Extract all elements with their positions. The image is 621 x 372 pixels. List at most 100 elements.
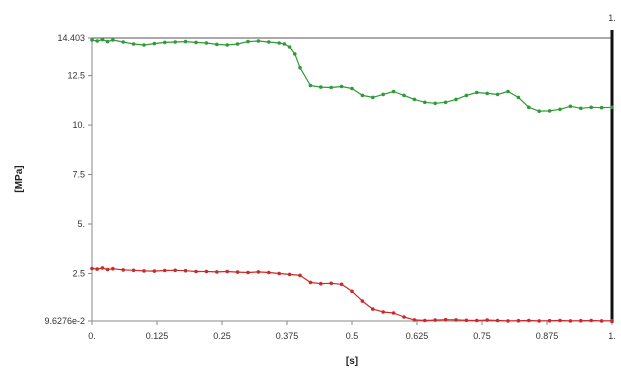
series-2-point (267, 270, 271, 275)
series-1-point (516, 95, 521, 100)
series-2-point (412, 318, 417, 322)
series-1-point (329, 85, 334, 90)
series-1-point (485, 91, 490, 96)
series-2-point (215, 270, 219, 274)
series-1-point (204, 41, 209, 45)
series-1-point (381, 92, 386, 97)
y-tick-label: 14.403 (57, 33, 85, 43)
series-1-point (246, 39, 250, 44)
series-2-point (90, 266, 94, 271)
series-2-point (391, 311, 396, 315)
series-2-point (506, 319, 510, 323)
series-1-point (610, 105, 614, 110)
series-2-point (537, 319, 541, 323)
series-1-point (235, 42, 240, 46)
y-tick-label: 10. (72, 120, 85, 130)
series-2-point (163, 268, 167, 273)
series-2-point (558, 318, 562, 323)
series-2-point (319, 281, 323, 286)
series-2-point (204, 269, 209, 274)
series-2-point (402, 315, 406, 319)
series-2-point (495, 318, 500, 323)
series-2-point (423, 318, 427, 323)
series-2-point (527, 318, 531, 323)
series-1-point (121, 40, 125, 44)
series-1-point (464, 93, 469, 98)
series-1-point (194, 40, 198, 45)
series-2-point (547, 318, 552, 323)
series-1-point (215, 42, 219, 47)
series-2-point (308, 280, 313, 285)
series-1-point (163, 40, 167, 45)
y-tick-label: 2.5 (72, 268, 85, 278)
series-1-point (547, 109, 552, 113)
x-axis-title: [s] (346, 356, 358, 367)
series-2-point (298, 273, 302, 278)
series-2-point (225, 269, 229, 274)
series-2-point (443, 317, 448, 322)
series-1-point (568, 104, 573, 109)
series-2-point (256, 270, 261, 274)
series-1-point (287, 45, 292, 49)
y-tick-label: 12.5 (67, 71, 85, 81)
x-tick-label: 0. (88, 331, 96, 341)
series-2-point (579, 318, 583, 323)
series-1-point (267, 40, 271, 44)
series-1-point (433, 101, 438, 106)
series-1-point (256, 39, 261, 43)
x-tick-label: 0.75 (473, 331, 491, 341)
series-2-point (329, 281, 334, 286)
series-2-point (339, 282, 344, 287)
series-2-point (360, 299, 365, 303)
x-tick-label: 0.5 (346, 331, 359, 341)
y-tick-label: 9.6276e-2 (44, 316, 85, 326)
y-tick-label: 7.5 (72, 170, 85, 180)
series-2-point (464, 318, 469, 323)
series-1-point (111, 38, 115, 42)
series-2-point (95, 267, 99, 271)
series-1-point (360, 93, 365, 98)
series-2-point (371, 307, 375, 311)
series-1-point (495, 92, 500, 97)
series-2-point (183, 268, 188, 273)
series-1-point (443, 100, 448, 105)
series-2-point (121, 268, 125, 272)
series-1-point (308, 83, 313, 88)
series-1-point (402, 93, 406, 98)
y-axis-title: [MPa] (14, 165, 25, 192)
y-tick-label: 5. (77, 219, 85, 229)
series-layer (90, 37, 614, 323)
series-2-point (100, 266, 105, 270)
series-1-point (454, 97, 458, 102)
series-1-point (152, 41, 157, 46)
x-tick-label: 0.375 (276, 331, 299, 341)
series-1-point (100, 37, 105, 42)
series-2-point (433, 318, 438, 322)
series-1-point (339, 84, 344, 89)
series-1-point (95, 39, 99, 43)
series-2-point (194, 269, 198, 274)
series-1-point (371, 95, 375, 100)
series-1-point (319, 85, 323, 89)
series-2-point (142, 269, 146, 273)
series-2-point (173, 268, 177, 273)
labels-layer: 0. 0.125 0.25 0.375 0.5 0.625 0.75 0.875 1. 9.627… (44, 33, 615, 341)
series-1-point (391, 89, 396, 94)
series-1-point (277, 41, 282, 45)
series-1-point (506, 89, 510, 94)
x-tick-label: 0.125 (146, 331, 169, 341)
x-tick-label: 0.875 (536, 331, 559, 341)
series-2-point (454, 318, 458, 322)
series-2-point (610, 318, 614, 323)
series-1-point (527, 105, 531, 110)
series-1-point (589, 105, 593, 110)
series-1-point (298, 65, 302, 70)
x-tick-label: 0.25 (213, 331, 231, 341)
series-1-point (579, 106, 583, 111)
x-tick-label: 1. (608, 331, 616, 341)
series-1-point (599, 105, 604, 110)
series-2-point (246, 270, 250, 275)
series-1-point (131, 42, 136, 46)
